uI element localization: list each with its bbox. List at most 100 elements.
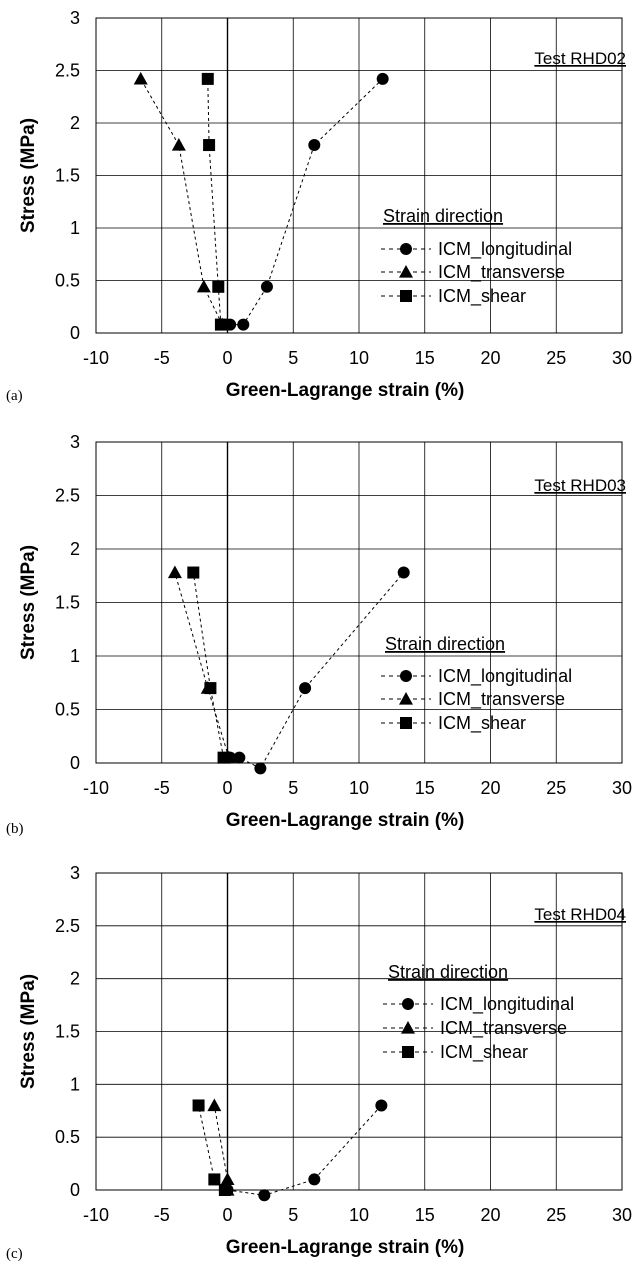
legend-marker-triangle — [399, 265, 413, 278]
data-point-circle — [237, 318, 250, 331]
y-tick-label: 2.5 — [55, 486, 80, 506]
y-tick-label: 1.5 — [55, 1022, 80, 1042]
y-tick-label: 3 — [70, 8, 80, 28]
y-tick-label: 1 — [70, 218, 80, 238]
y-tick-label: 1 — [70, 646, 80, 666]
x-tick-label: 10 — [349, 1205, 369, 1225]
y-tick-label: 2.5 — [55, 61, 80, 81]
data-point-circle — [397, 566, 410, 579]
x-tick-label: -5 — [154, 348, 170, 368]
x-tick-label: 5 — [288, 1205, 298, 1225]
x-tick-label: 0 — [222, 778, 232, 798]
x-tick-label: 20 — [480, 778, 500, 798]
legend: Strain direction ICM_longitudinalICM_tran… — [381, 634, 572, 734]
x-tick-label: -5 — [154, 1205, 170, 1225]
legend-marker-square — [402, 1046, 414, 1058]
legend-entry-label: ICM_shear — [438, 713, 526, 734]
legend-marker-circle — [402, 998, 414, 1010]
plot-frame — [95, 17, 623, 334]
x-axis-title: Green-Lagrange strain (%) — [226, 1237, 465, 1258]
panel-label: (c) — [6, 1246, 23, 1262]
y-tick-label: 0.5 — [55, 700, 80, 720]
legend-entry-label: ICM_longitudinal — [438, 666, 572, 687]
legend-entry-label: ICM_shear — [440, 1042, 528, 1063]
series-line — [207, 78, 222, 325]
data-point-square — [218, 1184, 231, 1196]
x-tick-label: 30 — [612, 778, 632, 798]
y-tick-label: 2 — [70, 539, 80, 559]
legend-entry-label: ICM_transverse — [438, 262, 565, 283]
x-tick-label: 30 — [612, 1205, 632, 1225]
y-axis-title: Stress (MPa) — [18, 118, 39, 233]
chart-panel-2: -10 -5 0 5 10 15 20 25 30 0 0.5 1 1.5 2 2.5 3 Green-Lagr… — [6, 432, 632, 837]
series-line — [192, 572, 225, 758]
data-point-square — [203, 139, 216, 152]
series-icm-longitudinal — [221, 1099, 388, 1202]
y-tick-label: 3 — [70, 863, 80, 883]
data-point-square — [187, 566, 200, 579]
series-line — [140, 78, 223, 325]
x-tick-label: 15 — [415, 348, 435, 368]
y-tick-label: 0 — [70, 1180, 80, 1200]
legend-marker-triangle — [401, 1021, 415, 1034]
legend-entry-label: ICM_longitudinal — [440, 994, 574, 1015]
data-point-square — [204, 682, 217, 695]
panel-label: (a) — [6, 388, 23, 404]
legend: Strain directionICM_longitudinalICM_tran… — [383, 962, 574, 1063]
x-tick-label: -10 — [83, 1205, 109, 1225]
y-tick-label: 0.5 — [55, 271, 80, 291]
data-point-triangle — [133, 71, 148, 85]
series-line — [213, 1105, 228, 1190]
legend-marker-square — [400, 717, 412, 729]
legend-marker-triangle — [399, 692, 413, 705]
x-tick-label: -10 — [83, 778, 109, 798]
data-point-circle — [254, 762, 267, 775]
data-point-triangle — [171, 138, 186, 151]
legend: Strain direction ICM_longitudinalICM_tran… — [381, 206, 572, 307]
legend-marker-circle — [400, 243, 412, 255]
x-tick-label: 5 — [288, 778, 298, 798]
data-point-circle — [258, 1189, 271, 1202]
data-point-triangle — [207, 1098, 222, 1112]
y-axis-title: Stress (MPa) — [18, 545, 39, 660]
data-point-square — [214, 318, 227, 331]
series-icm-shear — [201, 72, 227, 331]
x-tick-label: 15 — [415, 778, 435, 798]
data-point-square — [208, 1173, 221, 1186]
legend-title: Strain direction — [383, 206, 503, 226]
plot-frame — [95, 441, 623, 764]
x-tick-label: 25 — [546, 348, 566, 368]
x-tick-label: 30 — [612, 348, 632, 368]
series-icm-longitudinal — [224, 566, 410, 775]
chart-panel-1: -10 -5 0 5 10 15 20 25 30 0 0.5 1 1.5 2 2.5 3 Green-Lagr… — [6, 8, 632, 404]
x-tick-label: 25 — [546, 778, 566, 798]
legend-entry-label: ICM_transverse — [438, 689, 565, 710]
x-tick-label: 10 — [349, 348, 369, 368]
series-icm-shear — [187, 566, 230, 764]
x-axis-title: Green-Lagrange strain (%) — [226, 810, 465, 831]
x-tick-label: -5 — [154, 778, 170, 798]
x-axis-title: Green-Lagrange strain (%) — [226, 380, 465, 401]
x-tick-label: 20 — [480, 1205, 500, 1225]
series-line — [230, 572, 405, 770]
x-tick-label: 0 — [222, 1205, 232, 1225]
data-point-circle — [233, 751, 246, 764]
legend-title: Strain direction — [388, 962, 508, 982]
legend-marker-circle — [400, 670, 412, 682]
series-icm-transverse — [167, 565, 236, 764]
y-tick-label: 3 — [70, 432, 80, 452]
legend-entry-label: ICM_longitudinal — [438, 239, 572, 260]
x-tick-label: 0 — [222, 348, 232, 368]
x-tick-label: 15 — [415, 1205, 435, 1225]
data-point-triangle — [220, 1172, 235, 1186]
legend-title: Strain direction — [385, 634, 505, 654]
series-icm-shear — [192, 1099, 231, 1196]
data-point-circle — [376, 72, 389, 85]
x-tick-label: 25 — [546, 1205, 566, 1225]
x-tick-label: -10 — [83, 348, 109, 368]
y-axis-title: Stress (MPa) — [18, 974, 39, 1089]
y-tick-label: 2 — [70, 113, 80, 133]
series-line — [230, 78, 384, 326]
x-tick-label: 10 — [349, 778, 369, 798]
